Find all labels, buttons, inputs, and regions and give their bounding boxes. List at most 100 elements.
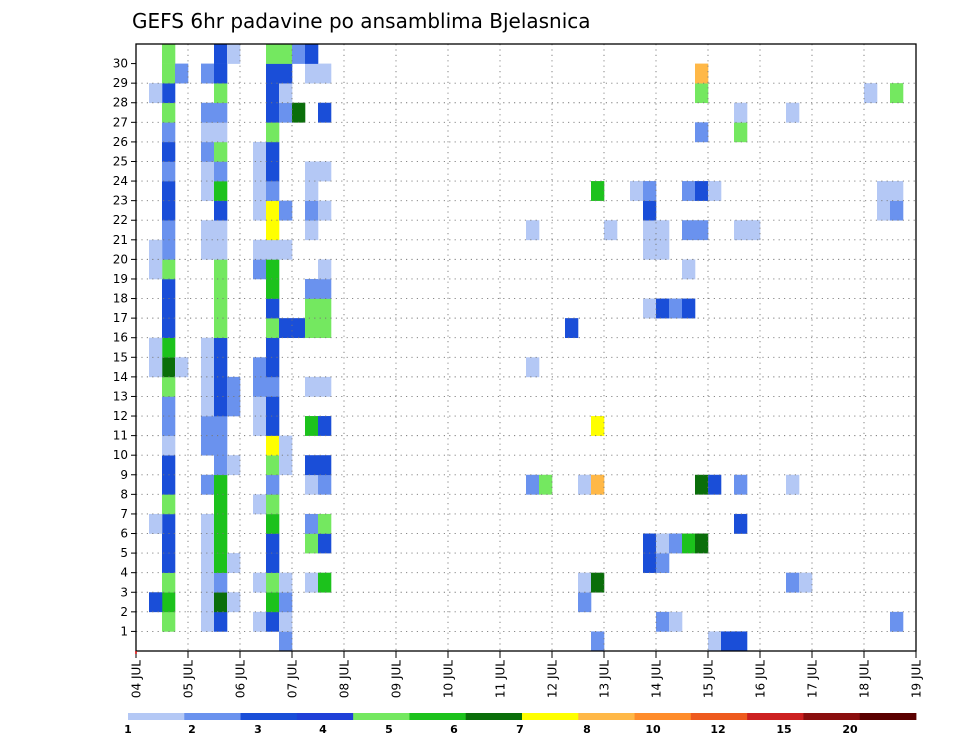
- heatmap-cell: [214, 141, 228, 162]
- heatmap-cell: [201, 474, 215, 495]
- heatmap-cell: [162, 533, 176, 554]
- heatmap-cell: [201, 220, 215, 241]
- heatmap-cell: [201, 357, 215, 378]
- legend-swatch: [128, 713, 185, 720]
- legend-label: 10: [645, 723, 661, 736]
- heatmap-cell: [214, 83, 228, 104]
- heatmap-cell: [786, 474, 800, 495]
- heatmap-cell: [162, 83, 176, 104]
- heatmap-cell: [266, 435, 280, 456]
- heatmap-cell: [890, 181, 904, 201]
- heatmap-cell: [201, 416, 215, 436]
- heatmap-cell: [279, 239, 293, 260]
- heatmap-cell: [253, 239, 267, 260]
- heatmap-cell: [656, 533, 670, 554]
- heatmap-cell: [214, 200, 228, 221]
- heatmap-cell: [201, 572, 215, 593]
- heatmap-cell: [149, 513, 163, 534]
- heatmap-cell: [747, 220, 761, 241]
- legend-label: 3: [254, 723, 262, 736]
- y-tick-label: 2: [120, 605, 128, 619]
- heatmap-cell: [266, 122, 280, 143]
- heatmap-cell: [201, 376, 215, 397]
- heatmap-cell: [162, 553, 176, 573]
- heatmap-cell: [305, 376, 319, 397]
- heatmap-cell: [656, 220, 670, 241]
- heatmap-cell: [279, 435, 293, 456]
- heatmap-cell: [227, 455, 241, 476]
- heatmap-cell: [695, 220, 709, 241]
- heatmap-cell: [266, 239, 280, 260]
- x-tick-label: 11 JUL: [494, 660, 508, 698]
- heatmap-cell: [318, 318, 332, 339]
- x-tick-label: 08 JUL: [338, 660, 352, 698]
- heatmap-cell: [305, 455, 319, 476]
- heatmap-cell: [266, 181, 280, 201]
- x-tick-label: 07 JUL: [286, 660, 300, 698]
- legend-swatch: [859, 713, 917, 720]
- heatmap-cell: [526, 474, 540, 495]
- legend-swatch: [522, 713, 579, 720]
- legend-swatch: [690, 713, 748, 720]
- x-tick-label: 09 JUL: [390, 660, 404, 698]
- heatmap-cell: [214, 278, 228, 299]
- heatmap-cell: [162, 239, 176, 260]
- heatmap-cell: [162, 435, 176, 456]
- heatmap-cell: [591, 474, 605, 495]
- heatmap-cell: [266, 592, 280, 613]
- heatmap-cell: [214, 553, 228, 573]
- legend-label: 6: [450, 723, 458, 736]
- heatmap-cell: [214, 513, 228, 534]
- x-tick-label: 17 JUL: [806, 660, 820, 698]
- heatmap-cell: [279, 318, 293, 339]
- heatmap-cell: [162, 474, 176, 495]
- heatmap-cell: [305, 318, 319, 339]
- heatmap-cell: [214, 122, 228, 143]
- x-tick-label: 18 JUL: [858, 660, 872, 698]
- heatmap-cell: [266, 298, 280, 319]
- heatmap-cell: [539, 474, 553, 495]
- heatmap-cell: [630, 181, 644, 201]
- heatmap-cell: [149, 337, 163, 358]
- heatmap-cell: [292, 102, 306, 123]
- heatmap-cell: [162, 318, 176, 339]
- heatmap-cell: [526, 220, 540, 241]
- heatmap-cell: [266, 455, 280, 476]
- heatmap-cell: [201, 337, 215, 358]
- heatmap-cell: [227, 396, 241, 417]
- heatmap-cell: [266, 611, 280, 632]
- heatmap-cell: [162, 298, 176, 319]
- heatmap-cell: [292, 318, 306, 339]
- heatmap-cell: [253, 200, 267, 221]
- y-tick-label: 5: [120, 546, 128, 560]
- heatmap-cell: [149, 357, 163, 378]
- heatmap-cell: [643, 533, 657, 554]
- heatmap-cell: [266, 357, 280, 378]
- heatmap-cell: [201, 63, 215, 84]
- heatmap-cell: [214, 102, 228, 123]
- legend-swatch: [184, 713, 241, 720]
- heatmap-cell: [318, 474, 332, 495]
- heatmap-cell: [214, 455, 228, 476]
- heatmap-cell: [214, 611, 228, 632]
- heatmap-cell: [721, 631, 735, 652]
- legend-swatch: [296, 713, 354, 720]
- y-tick-label: 27: [113, 115, 128, 129]
- y-tick-label: 18: [113, 292, 128, 306]
- heatmap-cell: [890, 83, 904, 104]
- legend-label: 1: [124, 723, 132, 736]
- heatmap-cell: [279, 200, 293, 221]
- y-tick-label: 29: [113, 76, 128, 90]
- heatmap-cell: [734, 513, 748, 534]
- heatmap-cell: [266, 141, 280, 162]
- heatmap-cell: [682, 533, 696, 554]
- heatmap-cell: [162, 220, 176, 241]
- heatmap-cell: [695, 533, 709, 554]
- heatmap-cell: [656, 611, 670, 632]
- heatmap-cell: [266, 474, 280, 495]
- heatmap-cell: [266, 83, 280, 104]
- legend-label: 8: [583, 723, 591, 736]
- heatmap-cell: [643, 239, 657, 260]
- y-tick-label: 11: [113, 429, 128, 443]
- heatmap-cell: [279, 572, 293, 593]
